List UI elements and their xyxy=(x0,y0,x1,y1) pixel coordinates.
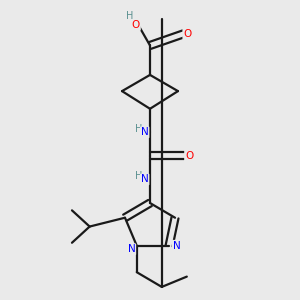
Text: H: H xyxy=(134,124,142,134)
Text: N: N xyxy=(141,127,148,137)
Text: O: O xyxy=(185,151,193,161)
Text: N: N xyxy=(128,244,135,254)
Text: O: O xyxy=(132,20,140,30)
Text: N: N xyxy=(141,174,148,184)
Text: H: H xyxy=(134,171,142,181)
Text: N: N xyxy=(172,241,180,251)
Text: O: O xyxy=(183,29,191,39)
Text: H: H xyxy=(126,11,133,21)
